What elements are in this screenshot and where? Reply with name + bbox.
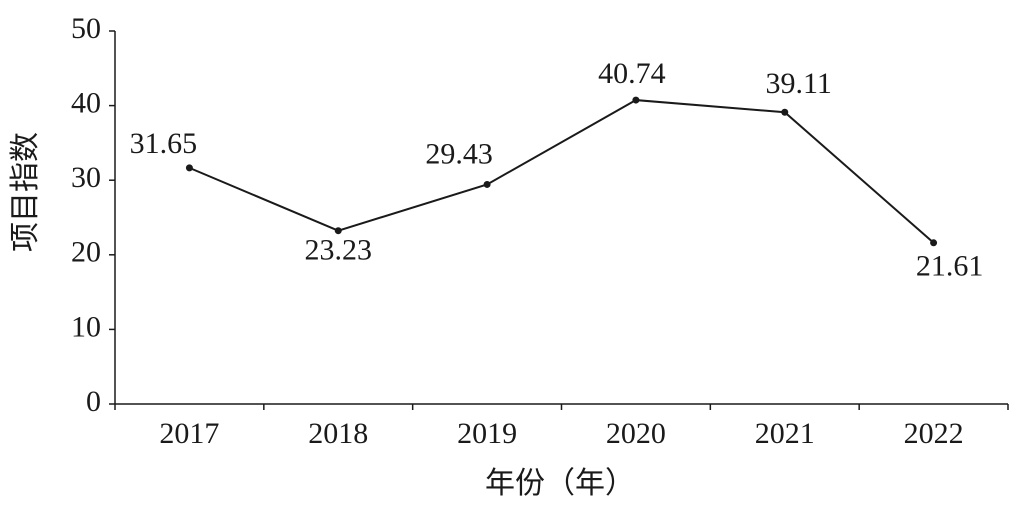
x-tick-label: 2020 (606, 417, 666, 450)
x-tick-label: 2021 (755, 417, 815, 450)
y-tick-label: 0 (86, 385, 101, 418)
y-tick-label: 30 (71, 161, 101, 194)
data-label: 29.43 (425, 137, 493, 170)
x-tick-label: 2022 (904, 417, 964, 450)
point (483, 180, 491, 188)
y-tick-label: 50 (71, 12, 101, 45)
point (185, 164, 193, 172)
x-tick-label: 2017 (159, 417, 219, 450)
data-label: 39.11 (766, 67, 832, 100)
data-label: 40.74 (598, 57, 666, 90)
point (781, 108, 789, 116)
y-tick-label: 20 (71, 236, 101, 269)
point (930, 239, 938, 247)
data-label: 21.61 (916, 250, 984, 283)
y-tick-label: 40 (71, 86, 101, 119)
data-label: 23.23 (305, 234, 373, 267)
x-tick-label: 2018 (308, 417, 368, 450)
line (189, 99, 935, 244)
data-label: 31.65 (130, 127, 198, 160)
y-tick-label: 10 (71, 310, 101, 343)
x-axis-label: 年份（年） (485, 467, 635, 500)
point (632, 96, 640, 104)
x-tick-label: 2019 (457, 417, 517, 450)
y-axis-label: 项目指数 (9, 132, 42, 252)
point (334, 227, 342, 235)
